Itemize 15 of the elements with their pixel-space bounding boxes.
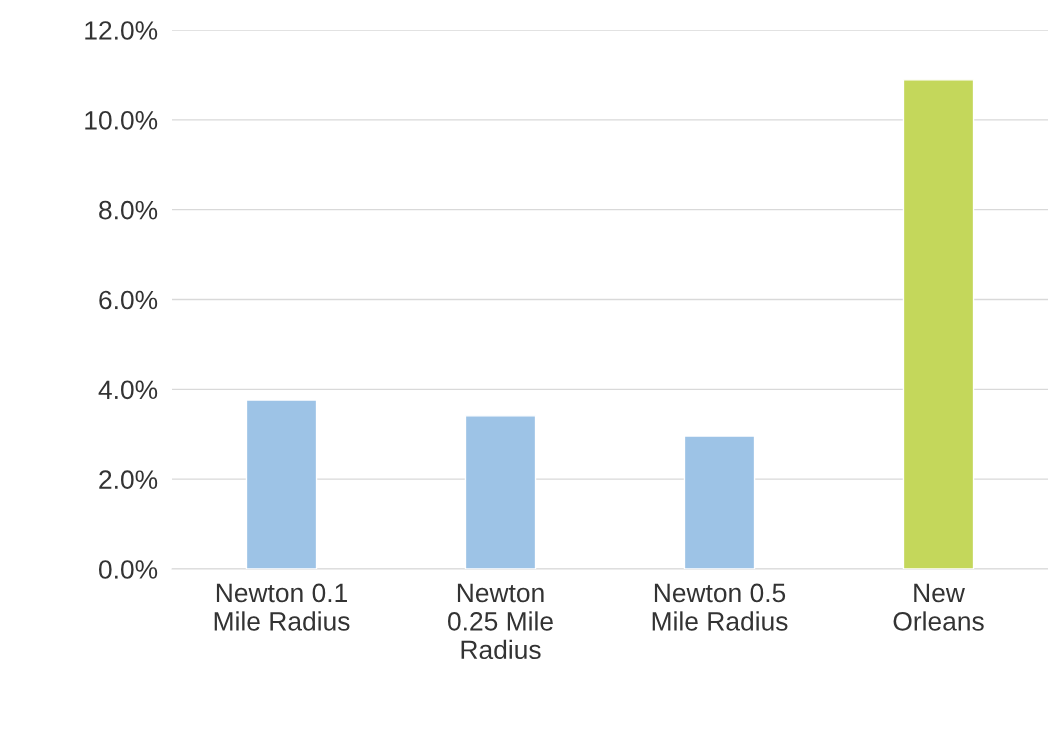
x-tick-label: Newton 0.5 Mile Radius	[652, 583, 788, 631]
y-tick-label: 2.0%	[99, 470, 158, 489]
y-tick-label: 4.0%	[98, 380, 158, 400]
bar	[902, 79, 975, 569]
bar	[464, 415, 537, 569]
y-tick-label: 12.0%	[85, 21, 158, 40]
bar	[245, 399, 318, 569]
x-tick-label: New Orleans	[893, 583, 984, 631]
y-tick-label: 6.0%	[99, 290, 158, 310]
x-tick-label: Newton 0.25 Mile Radius	[448, 583, 553, 660]
y-tick-label: 10.0%	[85, 110, 158, 130]
y-tick-label: 8.0%	[99, 200, 158, 220]
y-tick-label: 0.0%	[99, 560, 158, 579]
x-tick-label: Newton 0.1 Mile Radius	[214, 583, 350, 631]
bar	[683, 435, 756, 569]
